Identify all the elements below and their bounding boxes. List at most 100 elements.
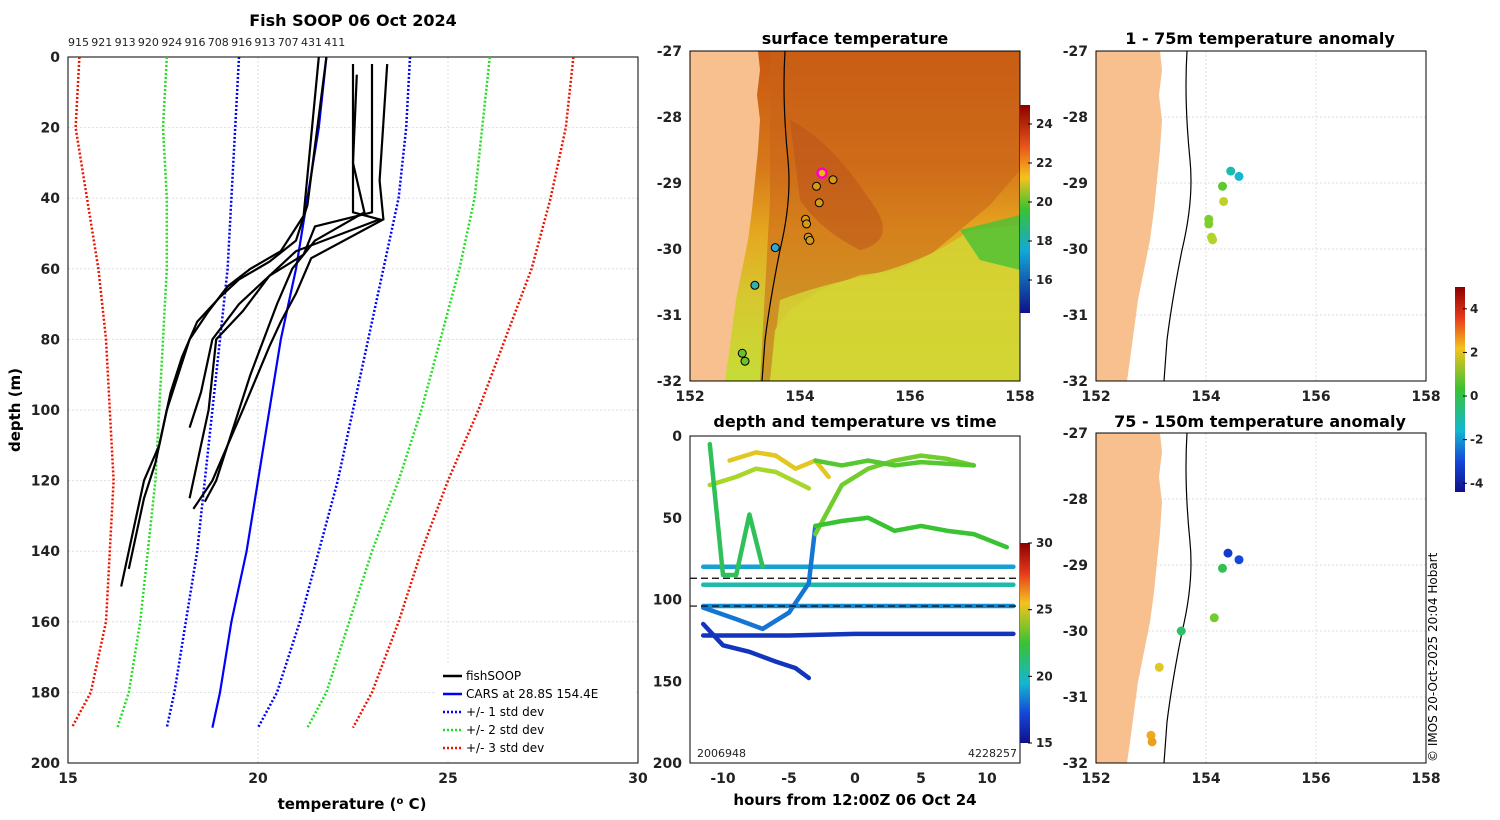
anomaly-deep-map: [1096, 433, 1192, 763]
station-depth-label: 707: [278, 36, 299, 49]
depth-time-ytick-label: 200: [653, 756, 682, 772]
fishsoop-profile-line: [192, 63, 389, 510]
profile-y-ticks: 0 20 40 60 80 100 120 140 160 180 200: [31, 50, 60, 772]
anomaly-deep-point: [1176, 626, 1186, 636]
map-xtick-label: 156: [895, 389, 924, 405]
anomaly-colorbar-label: -4: [1470, 476, 1483, 490]
profile-ytick-label: 180: [31, 685, 60, 701]
std2-lower-line: [116, 57, 169, 729]
legend-std1: +/- 1 std dev: [466, 705, 544, 719]
fishsoop-profile-line: [120, 57, 328, 587]
map-ytick-label: -28: [1063, 110, 1088, 126]
station-depth-label: 916: [231, 36, 252, 49]
sst-cool-water: [770, 225, 1020, 381]
depth-time-colorbar: [1020, 543, 1030, 743]
legend-std3: +/- 3 std dev: [466, 741, 544, 755]
anomaly-colorbar-label: 2: [1470, 345, 1478, 359]
sst-station-marker: [770, 243, 780, 253]
anomaly-colorbar-label: 4: [1470, 302, 1478, 316]
profile-ytick-label: 120: [31, 474, 60, 490]
map-ytick-label: -31: [1063, 308, 1088, 324]
depth-time-track: [813, 458, 977, 468]
map-xtick-label: 154: [1191, 389, 1220, 405]
depth-time-ytick-label: 0: [672, 429, 682, 445]
sst-warm-core: [760, 51, 1020, 381]
depth-time-colorbar-ticks: 30 25 20 15: [1028, 536, 1053, 750]
std3-lower-line: [70, 57, 115, 729]
std3-upper-line: [351, 57, 575, 729]
depth-time-ytick-label: 150: [653, 674, 682, 690]
profile-ylabel: depth (m): [6, 368, 24, 452]
station-depth-label: 708: [208, 36, 229, 49]
map-ytick-label: -30: [1063, 624, 1089, 640]
profile-ytick-label: 80: [41, 332, 61, 348]
anomaly-colorbar: [1455, 287, 1465, 492]
sst-shelf-contour: [761, 51, 790, 381]
depth-time-xtick-label: 5: [916, 771, 926, 787]
anomaly-shallow-panel: 1 - 75m temperature anomaly 152 154 156 158…: [1063, 29, 1441, 405]
map-ytick-label: -31: [657, 308, 682, 324]
station-depth-label: 915: [68, 36, 89, 49]
station-depth-label: 920: [138, 36, 159, 49]
map-xtick-label: 158: [1411, 389, 1440, 405]
map-ytick-label: -28: [1063, 492, 1088, 508]
anomaly-shallow-point: [1219, 196, 1229, 206]
depth-time-x-ticks: -10 -5 0 5 10: [710, 771, 997, 787]
station-depth-label: 913: [115, 36, 136, 49]
legend-cars: CARS at 28.8S 154.4E: [466, 687, 598, 701]
depth-time-xtick-label: 10: [977, 771, 997, 787]
profile-title: Fish SOOP 06 Oct 2024: [249, 11, 457, 30]
depth-time-right-label: 4228257: [968, 747, 1017, 760]
map-ytick-label: -29: [657, 176, 682, 192]
profile-panel: Fish SOOP 06 Oct 2024 915 921 913 920 924 916…: [6, 11, 648, 813]
profile-xlabel: temperature (o C): [278, 795, 427, 813]
sst-station-highlight: [816, 167, 828, 179]
anomaly-shallow-land: [1096, 51, 1162, 381]
profile-ytick-label: 60: [41, 262, 61, 278]
sst-colorbar-label: 16: [1036, 273, 1053, 287]
anomaly-deep-land: [1096, 433, 1162, 763]
sst-panel: surface temperature 152 154 156 158 -27-28-…: [657, 29, 1053, 405]
profile-x-ticks: 15 20 25 30: [58, 771, 648, 787]
map-ytick-label: -27: [1063, 44, 1088, 60]
legend-fishsoop: fishSOOP: [466, 669, 521, 683]
map-ytick-label: -32: [1063, 374, 1088, 390]
depth-time-xtick-label: -5: [781, 771, 797, 787]
depth-time-xlabel: hours from 12:00Z 06 Oct 24: [733, 791, 976, 809]
map-ytick-label: -27: [657, 44, 682, 60]
anomaly-deep-panel: 75 - 150m temperature anomaly 152 154 156 1…: [1063, 287, 1483, 787]
legend-std2: +/- 2 std dev: [466, 723, 544, 737]
anomaly-shallow-points: [1204, 166, 1244, 245]
sst-station-marker: [750, 280, 760, 290]
anomaly-deep-axes-box: [1095, 432, 1427, 764]
anomaly-deep-points: [1146, 548, 1244, 747]
profile-ytick-label: 100: [31, 403, 60, 419]
sst-colorbar-label: 22: [1036, 156, 1053, 170]
anomaly-deep-point: [1223, 548, 1233, 558]
anomaly-deep-x-ticks: 152 154 156 158: [1081, 771, 1440, 787]
profile-ytick-label: 140: [31, 544, 60, 560]
map-ytick-label: -29: [1063, 176, 1088, 192]
depth-time-y-ticks: 0 50 100 150 200: [653, 429, 682, 772]
depth-time-xtick-label: 0: [850, 771, 860, 787]
station-depth-labels: 915 921 913 920 924 916 708 916 913 707 431 411: [68, 36, 345, 49]
depth-time-track: [700, 631, 1016, 638]
depth-time-colorbar-label: 20: [1036, 669, 1053, 683]
map-xtick-label: 154: [785, 389, 814, 405]
map-ytick-label: -32: [1063, 756, 1088, 772]
anomaly-shallow-point: [1204, 219, 1214, 229]
anomaly-deep-title: 75 - 150m temperature anomaly: [1114, 412, 1406, 431]
map-ytick-label: -29: [1063, 558, 1088, 574]
profile-xtick-label: 25: [438, 771, 457, 787]
sst-colorbar-label: 20: [1036, 195, 1053, 209]
depth-time-colorbar-label: 30: [1036, 536, 1053, 550]
depth-time-track: [707, 466, 812, 491]
sst-station-marker: [740, 356, 750, 366]
sst-station-marker: [828, 175, 838, 185]
map-xtick-label: 154: [1191, 771, 1220, 787]
station-depth-label: 921: [91, 36, 112, 49]
anomaly-shallow-map: [1096, 51, 1192, 381]
depth-time-track: [707, 441, 765, 578]
profile-xtick-label: 30: [628, 771, 648, 787]
map-xtick-label: 152: [675, 389, 704, 405]
